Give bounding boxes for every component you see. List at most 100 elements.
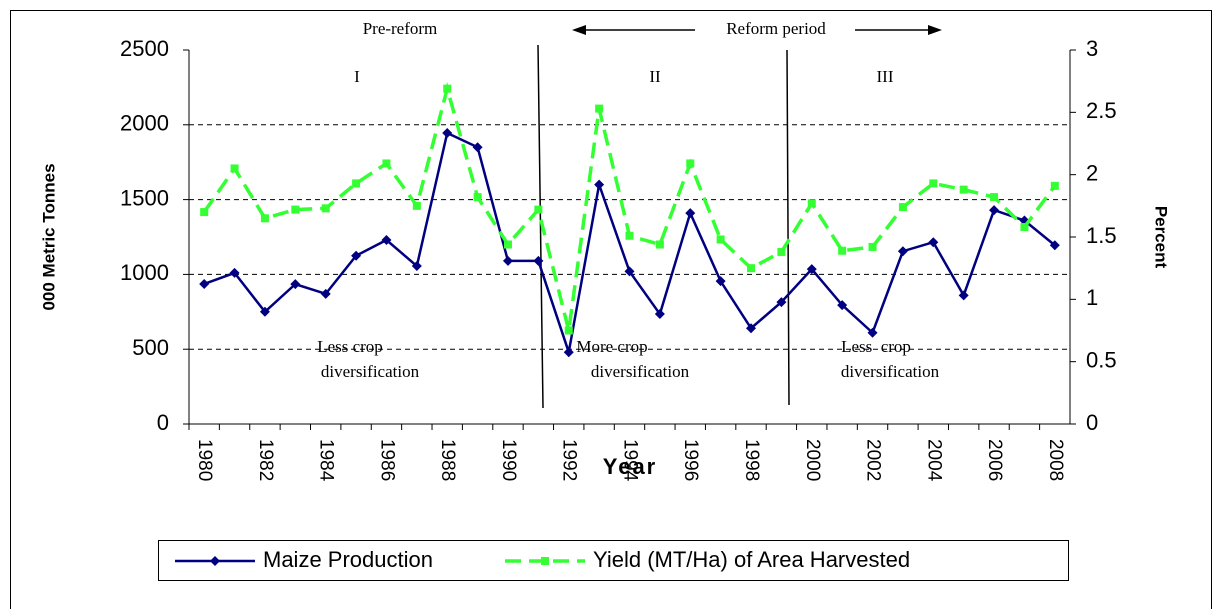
point	[655, 240, 664, 249]
x-axis-label: Year	[603, 454, 658, 479]
x-tick-label: 1998	[741, 439, 762, 481]
y-tick-label: 2500	[120, 36, 169, 61]
point	[412, 201, 421, 210]
point	[229, 267, 240, 278]
point	[382, 159, 391, 168]
point	[989, 205, 1000, 216]
x-tick-label: 2002	[863, 439, 884, 481]
x-tick-label: 1994	[619, 439, 640, 482]
x-tick-label: 2008	[1045, 439, 1066, 481]
point	[777, 247, 786, 256]
point	[442, 128, 453, 139]
y2-tick-label: 3	[1086, 36, 1098, 61]
point	[230, 164, 239, 173]
point	[746, 323, 757, 334]
point	[806, 264, 817, 275]
point	[199, 278, 210, 289]
point	[807, 199, 816, 208]
x-tick-label: 1992	[559, 439, 580, 481]
legend-label: Maize Production	[263, 547, 433, 572]
annotation: III	[877, 67, 894, 86]
x-tick-label: 1996	[680, 439, 701, 481]
annotation: diversification	[841, 362, 940, 381]
point	[595, 104, 604, 113]
point	[624, 266, 635, 277]
legend	[158, 540, 1069, 581]
point	[958, 290, 969, 301]
point	[1049, 240, 1060, 251]
x-tick-label: 1990	[498, 439, 519, 481]
annotation: Less crop	[841, 337, 911, 356]
point	[928, 237, 939, 248]
x-tick-label: 1984	[316, 439, 337, 482]
point	[200, 208, 209, 217]
annotation: diversification	[591, 362, 690, 381]
x-tick-label: 2004	[923, 439, 944, 482]
y-tick-label: 1000	[120, 260, 169, 285]
x-tick-label: 1986	[376, 439, 397, 481]
x-tick-label: 1988	[437, 439, 458, 481]
annotation: Less crop	[317, 337, 383, 356]
point	[473, 193, 482, 202]
point	[867, 327, 878, 338]
point	[776, 297, 787, 308]
point	[443, 84, 452, 93]
y2-tick-label: 1.5	[1086, 223, 1117, 248]
y2-tick-label: 2	[1086, 160, 1098, 185]
point	[564, 326, 573, 335]
annotation: I	[354, 67, 360, 86]
point	[837, 300, 848, 311]
x-tick-label: 1982	[255, 439, 276, 481]
annotation: diversification	[321, 362, 420, 381]
chart-border	[10, 10, 1212, 609]
point	[747, 264, 756, 273]
point	[625, 231, 634, 240]
point	[686, 159, 695, 168]
point	[1050, 181, 1059, 190]
point	[594, 179, 605, 190]
point	[260, 214, 269, 223]
y-axis-label: 000 Metric Tonnes	[39, 163, 58, 310]
arrowhead	[572, 25, 586, 35]
period-divider	[786, 49, 790, 406]
period-divider	[537, 44, 544, 409]
y-tick-label: 1500	[120, 185, 169, 210]
y-tick-label: 0	[157, 410, 169, 435]
point	[898, 203, 907, 212]
legend-marker	[210, 556, 220, 566]
annotation: Pre-reform	[363, 19, 438, 38]
arrowhead	[928, 25, 942, 35]
point	[352, 179, 361, 188]
point	[897, 246, 908, 257]
point	[503, 240, 512, 249]
y2-tick-label: 2.5	[1086, 98, 1117, 123]
point	[715, 276, 726, 287]
y-tick-label: 500	[132, 335, 169, 360]
annotation: Reform period	[726, 19, 826, 38]
series-line	[203, 131, 1056, 353]
point	[321, 204, 330, 213]
y2-tick-label: 1	[1086, 285, 1098, 310]
point	[502, 255, 513, 266]
legend-label: Yield (MT/Ha) of Area Harvested	[593, 547, 910, 572]
point	[472, 142, 483, 153]
point	[320, 288, 331, 299]
annotation: More crop	[576, 337, 647, 356]
point	[838, 246, 847, 255]
point	[563, 347, 574, 358]
x-tick-label: 2006	[984, 439, 1005, 481]
point	[929, 179, 938, 188]
x-tick-label: 2000	[802, 439, 823, 481]
point	[959, 185, 968, 194]
legend-marker	[541, 557, 549, 565]
y2-axis-label: Percent	[1152, 206, 1171, 269]
annotation: II	[649, 67, 661, 86]
point	[533, 255, 544, 266]
point	[868, 242, 877, 251]
point	[685, 208, 696, 219]
point	[411, 261, 422, 272]
point	[290, 279, 301, 290]
x-tick-label: 1980	[194, 439, 215, 481]
point	[716, 235, 725, 244]
